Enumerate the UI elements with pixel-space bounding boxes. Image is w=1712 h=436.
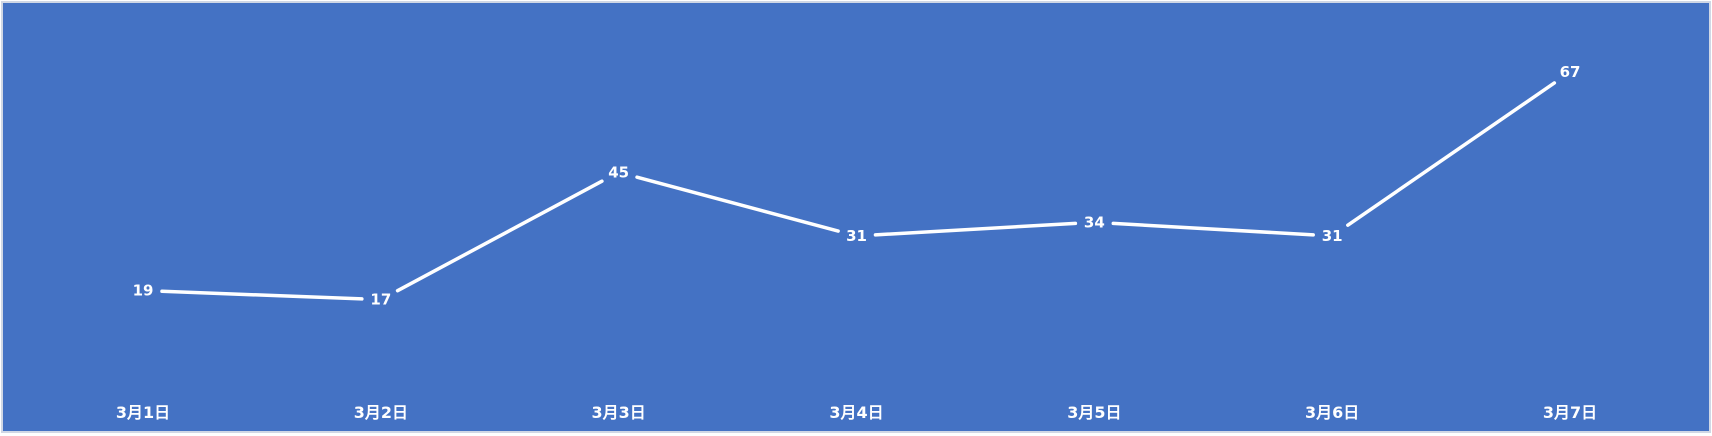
- data-label-3: 45: [608, 163, 629, 181]
- series-line-segment-2: [395, 179, 604, 293]
- series-line-segment-5: [1111, 221, 1315, 237]
- data-label-7: 67: [1560, 63, 1581, 81]
- series-line-segment-6: [1346, 81, 1557, 227]
- x-tick-label-3: 3月3日: [592, 403, 646, 422]
- x-axis-tick-labels: 3月1日 3月2日 3月3日 3月4日 3月5日 3月6日 3月7日: [116, 403, 1597, 422]
- series-line-segment-4: [873, 221, 1078, 237]
- series-line-segment-3: [635, 175, 840, 233]
- x-tick-label-4: 3月4日: [829, 403, 883, 422]
- data-label-2: 17: [370, 291, 391, 309]
- data-label-4: 31: [846, 227, 867, 245]
- data-label-6: 31: [1322, 227, 1343, 245]
- data-label-1: 19: [133, 282, 154, 300]
- series-line-segment-1: [160, 289, 364, 301]
- x-tick-label-1: 3月1日: [116, 403, 170, 422]
- x-tick-label-2: 3月2日: [354, 403, 408, 422]
- drop-lines: [142, 86, 1571, 388]
- x-tick-label-7: 3月7日: [1543, 403, 1597, 422]
- series-lines: [160, 81, 1557, 301]
- data-label-5: 34: [1084, 213, 1105, 231]
- x-tick-label-6: 3月6日: [1305, 403, 1359, 422]
- data-labels: 19 17 45 31 34 31 67: [133, 63, 1581, 309]
- x-tick-label-5: 3月5日: [1067, 403, 1121, 422]
